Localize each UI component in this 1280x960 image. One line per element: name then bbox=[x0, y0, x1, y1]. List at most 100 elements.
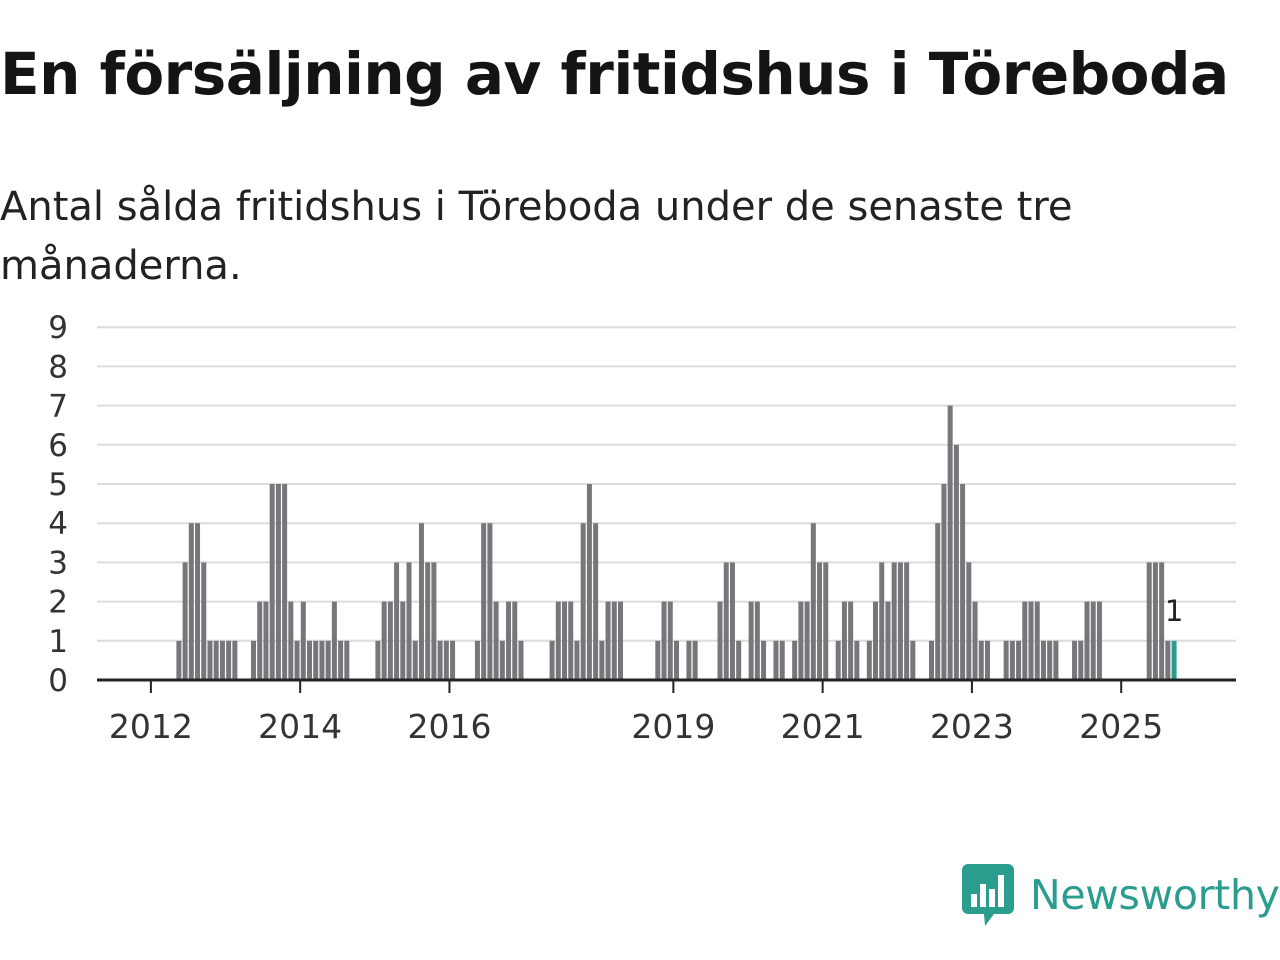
bar bbox=[188, 523, 194, 680]
bar bbox=[574, 640, 580, 680]
bar bbox=[810, 523, 816, 680]
bar bbox=[792, 640, 798, 680]
bar bbox=[904, 562, 910, 680]
bar bbox=[953, 444, 959, 680]
bar bbox=[966, 562, 972, 680]
bar bbox=[493, 601, 499, 680]
bar bbox=[879, 562, 885, 680]
bar bbox=[586, 484, 592, 680]
bar bbox=[599, 640, 605, 680]
bar bbox=[1003, 640, 1009, 680]
bar bbox=[275, 484, 281, 680]
bar bbox=[195, 523, 201, 680]
brand-name: Newsworthy bbox=[1030, 871, 1280, 919]
bar bbox=[313, 640, 319, 680]
bar bbox=[929, 640, 934, 680]
bar bbox=[1090, 601, 1096, 680]
newsworthy-bar-chart-icon bbox=[962, 864, 1014, 926]
bar bbox=[518, 640, 524, 680]
bar bbox=[667, 601, 673, 680]
bar bbox=[338, 640, 344, 680]
bar bbox=[300, 601, 306, 680]
bar bbox=[207, 640, 213, 680]
bar bbox=[1022, 601, 1028, 680]
bar bbox=[1146, 562, 1152, 680]
bar bbox=[331, 601, 337, 680]
bar bbox=[804, 601, 810, 680]
bar bbox=[474, 640, 480, 680]
bars bbox=[176, 405, 1177, 680]
bar bbox=[798, 601, 804, 680]
bar bbox=[754, 601, 760, 680]
bar bbox=[761, 640, 767, 680]
bar bbox=[941, 484, 947, 680]
bar bbox=[325, 640, 331, 680]
bar bbox=[1016, 640, 1022, 680]
y-tick-label: 5 bbox=[48, 467, 68, 503]
bar bbox=[717, 601, 723, 680]
bar bbox=[387, 601, 393, 680]
bar bbox=[779, 640, 785, 680]
bar bbox=[1152, 562, 1158, 680]
bar bbox=[294, 640, 300, 680]
bar bbox=[481, 523, 487, 680]
y-tick-label: 4 bbox=[48, 506, 68, 542]
bar bbox=[257, 601, 263, 680]
bar bbox=[1009, 640, 1015, 680]
y-tick-label: 2 bbox=[48, 585, 68, 621]
bar bbox=[605, 601, 611, 680]
bar bbox=[1034, 601, 1040, 680]
x-tick-label: 2016 bbox=[407, 707, 491, 746]
bar bbox=[1053, 640, 1059, 680]
bar bbox=[841, 601, 847, 680]
bar bbox=[1096, 601, 1102, 680]
y-tick-label: 3 bbox=[48, 545, 68, 581]
bar bbox=[319, 640, 325, 680]
y-tick-label: 1 bbox=[48, 624, 68, 660]
bar bbox=[418, 523, 424, 680]
bar bbox=[866, 640, 872, 680]
bar bbox=[686, 640, 692, 680]
bar bbox=[935, 523, 941, 680]
data-labels: 1 bbox=[1165, 594, 1183, 628]
bar bbox=[1084, 601, 1090, 680]
bar bbox=[425, 562, 431, 680]
bar bbox=[1078, 640, 1084, 680]
bar bbox=[176, 640, 182, 680]
x-tick-label: 2012 bbox=[109, 707, 193, 746]
bar bbox=[910, 640, 916, 680]
bar bbox=[960, 484, 966, 680]
y-tick-label: 0 bbox=[48, 663, 68, 699]
bar bbox=[891, 562, 897, 680]
bar bbox=[344, 640, 350, 680]
bar bbox=[375, 640, 381, 680]
bar bbox=[394, 562, 400, 680]
x-tick-label: 2023 bbox=[930, 707, 1014, 746]
bar bbox=[263, 601, 269, 680]
bar bbox=[1165, 640, 1171, 680]
bar bbox=[835, 640, 841, 680]
y-tick-label: 8 bbox=[48, 349, 68, 385]
bar bbox=[823, 562, 829, 680]
bar bbox=[1047, 640, 1053, 680]
bar bbox=[661, 601, 667, 680]
bar bbox=[232, 640, 238, 680]
bar bbox=[723, 562, 729, 680]
chart-subtitle: Antal sålda fritidshus i Töreboda under … bbox=[0, 184, 1073, 289]
bar bbox=[1028, 601, 1034, 680]
bar bbox=[1040, 640, 1046, 680]
bar bbox=[897, 562, 903, 680]
bar bbox=[854, 640, 860, 680]
bar bbox=[568, 601, 574, 680]
bar bbox=[269, 484, 275, 680]
bar bbox=[400, 601, 406, 680]
bar bbox=[1159, 562, 1165, 680]
bar bbox=[885, 601, 891, 680]
bar bbox=[562, 601, 568, 680]
bar bbox=[611, 601, 617, 680]
x-tick-label: 2025 bbox=[1079, 707, 1163, 746]
bar bbox=[443, 640, 449, 680]
bar bbox=[219, 640, 225, 680]
bar bbox=[729, 562, 735, 680]
